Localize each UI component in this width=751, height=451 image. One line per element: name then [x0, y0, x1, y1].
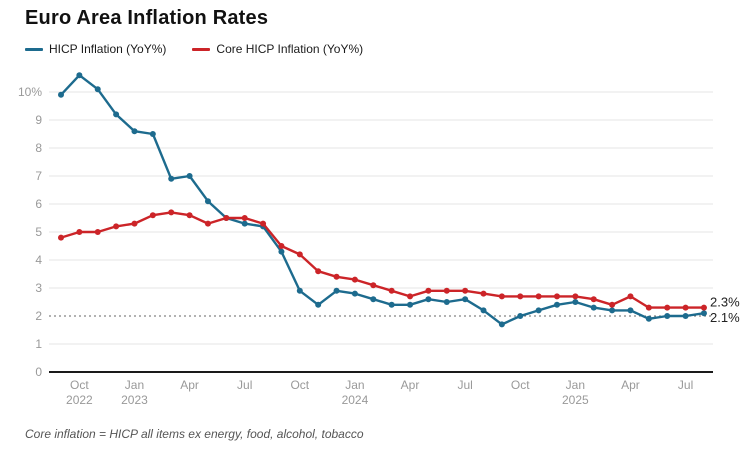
end-label-core: 2.3%: [710, 295, 740, 310]
svg-text:Jul: Jul: [678, 378, 693, 392]
svg-text:9: 9: [35, 113, 42, 127]
svg-text:6: 6: [35, 197, 42, 211]
legend-item-hicp: HICP Inflation (YoY%): [25, 42, 166, 56]
core-line-swatch-icon: [192, 47, 211, 51]
svg-text:0: 0: [35, 365, 42, 379]
svg-text:2: 2: [35, 309, 42, 323]
svg-text:Jul: Jul: [237, 378, 252, 392]
svg-text:Oct: Oct: [290, 378, 309, 392]
svg-text:Oct: Oct: [70, 378, 89, 392]
svg-text:Jan: Jan: [345, 378, 364, 392]
legend-label-hicp: HICP Inflation (YoY%): [49, 42, 167, 56]
chart-legend: HICP Inflation (YoY%) Core HICP Inflatio…: [25, 42, 363, 56]
svg-text:2023: 2023: [121, 393, 148, 407]
svg-text:3: 3: [35, 281, 42, 295]
hicp-line-swatch-icon: [25, 47, 43, 51]
chart-title: Euro Area Inflation Rates: [25, 7, 269, 29]
svg-text:2022: 2022: [66, 393, 93, 407]
svg-text:5: 5: [35, 225, 42, 239]
svg-text:Apr: Apr: [621, 378, 640, 392]
legend-label-core: Core HICP Inflation (YoY%): [216, 42, 364, 56]
svg-text:Apr: Apr: [401, 378, 420, 392]
svg-text:4: 4: [35, 253, 42, 267]
svg-text:10%: 10%: [18, 85, 42, 99]
svg-text:Apr: Apr: [180, 378, 199, 392]
svg-text:2025: 2025: [562, 393, 589, 407]
svg-text:Jan: Jan: [566, 378, 585, 392]
svg-text:Jul: Jul: [457, 378, 472, 392]
svg-text:8: 8: [35, 141, 42, 155]
svg-text:1: 1: [35, 337, 42, 351]
svg-text:Jan: Jan: [125, 378, 144, 392]
legend-item-core: Core HICP Inflation (YoY%): [192, 42, 363, 56]
svg-text:Oct: Oct: [511, 378, 530, 392]
svg-text:7: 7: [35, 169, 42, 183]
svg-text:2024: 2024: [342, 393, 369, 407]
chart-footnote: Core inflation = HICP all items ex energ…: [25, 427, 364, 441]
end-label-hicp: 2.1%: [710, 310, 740, 325]
